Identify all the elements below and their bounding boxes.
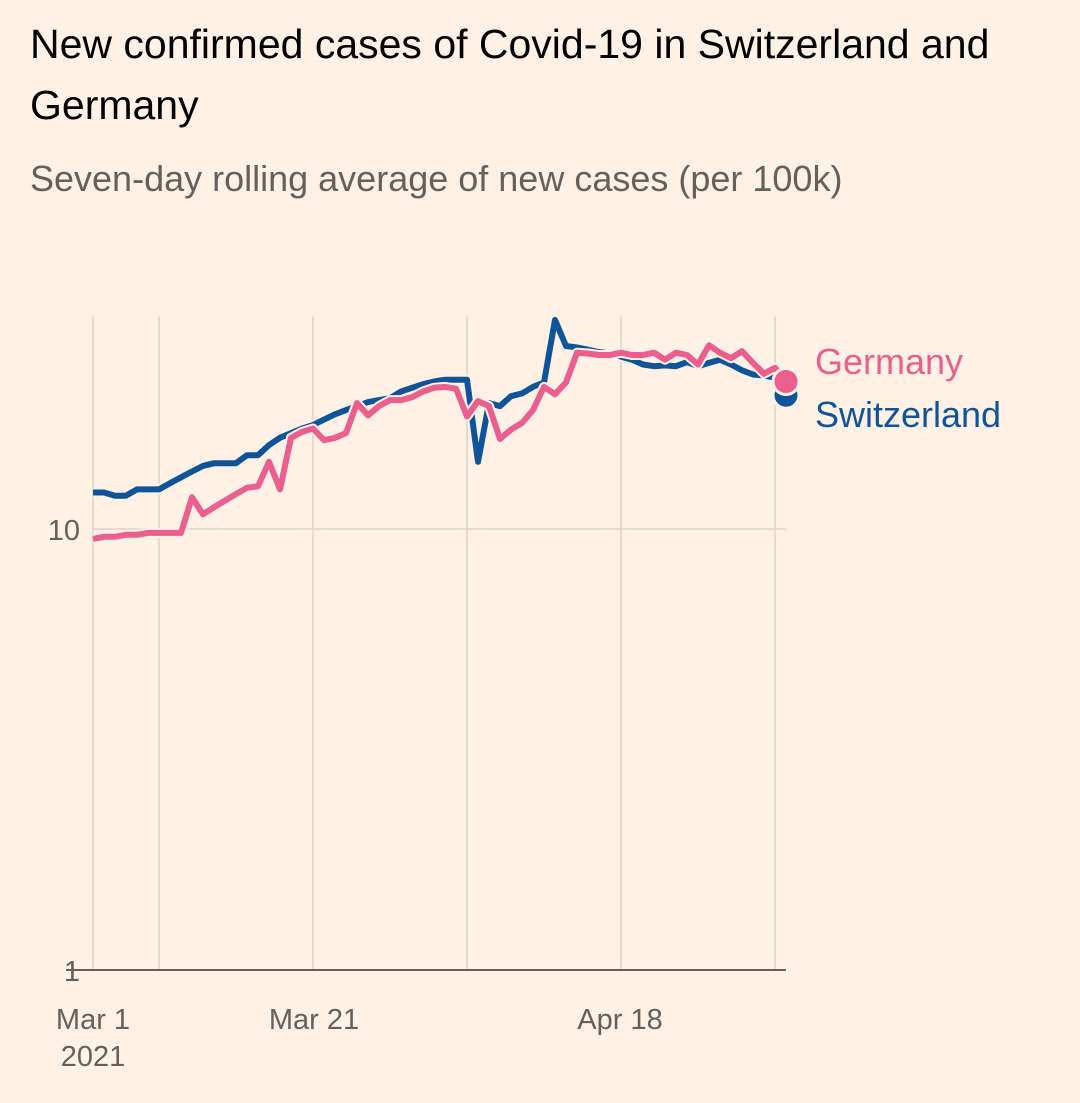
- x-axis-ticks: Mar 1 2021 Mar 21 Apr 18: [56, 1004, 663, 1073]
- chart-subtitle: Seven-day rolling average of new cases (…: [30, 158, 843, 199]
- x-tick-sublabel-year: 2021: [61, 1041, 126, 1073]
- series-lines: [92, 314, 801, 544]
- series-end-dot-germany: [771, 367, 801, 397]
- x-tick-label-apr18: Apr 18: [577, 1004, 662, 1036]
- y-tick-label-10: 10: [48, 515, 80, 547]
- legend-label-germany: Germany: [815, 341, 963, 382]
- y-axis-ticks: 10 1: [48, 515, 80, 988]
- x-tick-label-mar1: Mar 1: [56, 1004, 130, 1036]
- series-line-switzerland: [93, 316, 789, 499]
- chart-title: New confirmed cases of Covid-19 in Switz…: [30, 21, 990, 128]
- y-tick-label-1: 1: [64, 956, 80, 988]
- series-line-germany: [92, 342, 789, 542]
- legend-label-switzerland: Switzerland: [815, 394, 1001, 435]
- gridlines: [66, 316, 786, 971]
- x-tick-label-mar21: Mar 21: [269, 1004, 359, 1036]
